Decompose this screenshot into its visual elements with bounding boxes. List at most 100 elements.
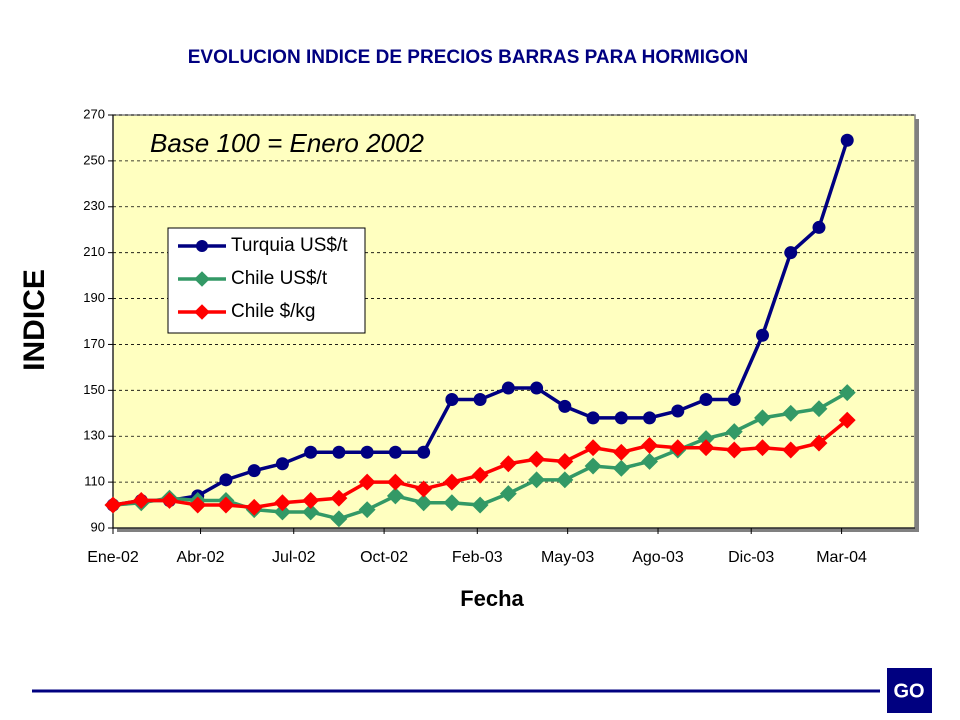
marker xyxy=(612,459,630,477)
x-tick-label: Oct-02 xyxy=(360,549,408,566)
marker xyxy=(386,473,404,491)
marker xyxy=(302,492,320,509)
marker xyxy=(614,411,628,425)
marker xyxy=(528,450,546,468)
logo-box xyxy=(887,668,932,713)
marker xyxy=(754,439,771,457)
marker xyxy=(840,133,854,147)
marker xyxy=(671,404,685,418)
marker xyxy=(443,473,461,491)
marker xyxy=(838,411,856,429)
marker xyxy=(669,439,687,457)
marker xyxy=(360,445,374,459)
marker xyxy=(584,457,602,475)
x-tick-label: Feb-03 xyxy=(452,549,503,566)
marker xyxy=(386,487,404,505)
y-tick-label: 90 xyxy=(91,519,105,534)
marker xyxy=(530,381,544,395)
marker xyxy=(358,501,376,519)
marker xyxy=(161,492,178,509)
marker xyxy=(754,409,771,427)
marker xyxy=(132,492,150,509)
marker xyxy=(247,464,261,478)
y-tick-label: 230 xyxy=(83,198,105,213)
legend-label: Turquia US$/t xyxy=(231,235,348,256)
x-axis-label: Fecha xyxy=(460,586,524,611)
chart-title: EVOLUCION INDICE DE PRECIOS BARRAS PARA … xyxy=(188,47,749,68)
marker xyxy=(302,503,320,521)
y-tick-label: 250 xyxy=(83,152,105,167)
marker xyxy=(586,411,600,425)
x-tick-label: Abr-02 xyxy=(177,549,225,566)
x-tick-label: Jul-02 xyxy=(272,549,316,566)
marker xyxy=(330,510,348,528)
legend-label: Chile US$/t xyxy=(231,268,328,289)
y-tick-label: 170 xyxy=(83,336,105,351)
marker xyxy=(471,466,489,484)
y-tick-label: 130 xyxy=(83,428,105,443)
marker xyxy=(194,271,210,287)
marker xyxy=(784,246,798,260)
marker xyxy=(641,436,658,454)
marker xyxy=(471,496,489,514)
y-tick-label: 110 xyxy=(84,474,105,489)
logo: GO xyxy=(893,680,924,702)
marker xyxy=(641,453,658,470)
x-tick-label: May-03 xyxy=(541,549,594,566)
y-tick-label: 270 xyxy=(83,106,105,121)
y-tick-label: 190 xyxy=(83,290,105,305)
marker xyxy=(219,473,233,487)
marker xyxy=(330,489,348,507)
marker xyxy=(782,404,800,422)
marker xyxy=(196,240,208,252)
x-tick-label: Dic-03 xyxy=(728,549,774,566)
y-axis-label: INDICE xyxy=(18,269,51,371)
marker xyxy=(838,384,856,402)
marker xyxy=(558,399,572,413)
marker xyxy=(358,473,376,491)
annotation: Base 100 = Enero 2002 xyxy=(150,128,424,158)
marker xyxy=(473,393,487,407)
marker xyxy=(756,328,770,342)
marker xyxy=(273,503,291,521)
marker xyxy=(275,457,289,471)
marker xyxy=(332,445,346,459)
marker xyxy=(189,496,207,514)
marker xyxy=(388,445,402,459)
marker xyxy=(273,494,291,512)
y-tick-label: 210 xyxy=(83,244,105,259)
marker xyxy=(727,393,741,407)
marker xyxy=(443,494,461,512)
x-tick-label: Ene-02 xyxy=(87,549,139,566)
marker xyxy=(810,400,828,418)
marker xyxy=(612,443,630,461)
marker xyxy=(415,494,433,512)
marker xyxy=(556,453,574,470)
marker xyxy=(810,434,828,452)
marker xyxy=(217,496,235,514)
marker xyxy=(725,441,743,459)
marker xyxy=(499,455,517,473)
marker xyxy=(194,304,210,320)
marker xyxy=(415,480,433,498)
marker xyxy=(528,471,546,489)
marker xyxy=(501,381,515,395)
x-tick-label: Ago-03 xyxy=(632,549,684,566)
y-tick-label: 150 xyxy=(83,382,105,397)
marker xyxy=(499,485,517,503)
series-lines xyxy=(104,133,856,528)
marker xyxy=(697,439,715,457)
marker xyxy=(584,439,602,457)
marker xyxy=(245,498,263,516)
marker xyxy=(556,471,574,489)
marker xyxy=(812,220,826,234)
marker xyxy=(782,441,800,459)
marker xyxy=(643,411,657,425)
marker xyxy=(104,496,122,514)
marker xyxy=(699,393,713,407)
marker xyxy=(445,393,459,407)
x-tick-label: Mar-04 xyxy=(816,549,867,566)
marker xyxy=(304,445,318,459)
marker xyxy=(725,423,743,441)
